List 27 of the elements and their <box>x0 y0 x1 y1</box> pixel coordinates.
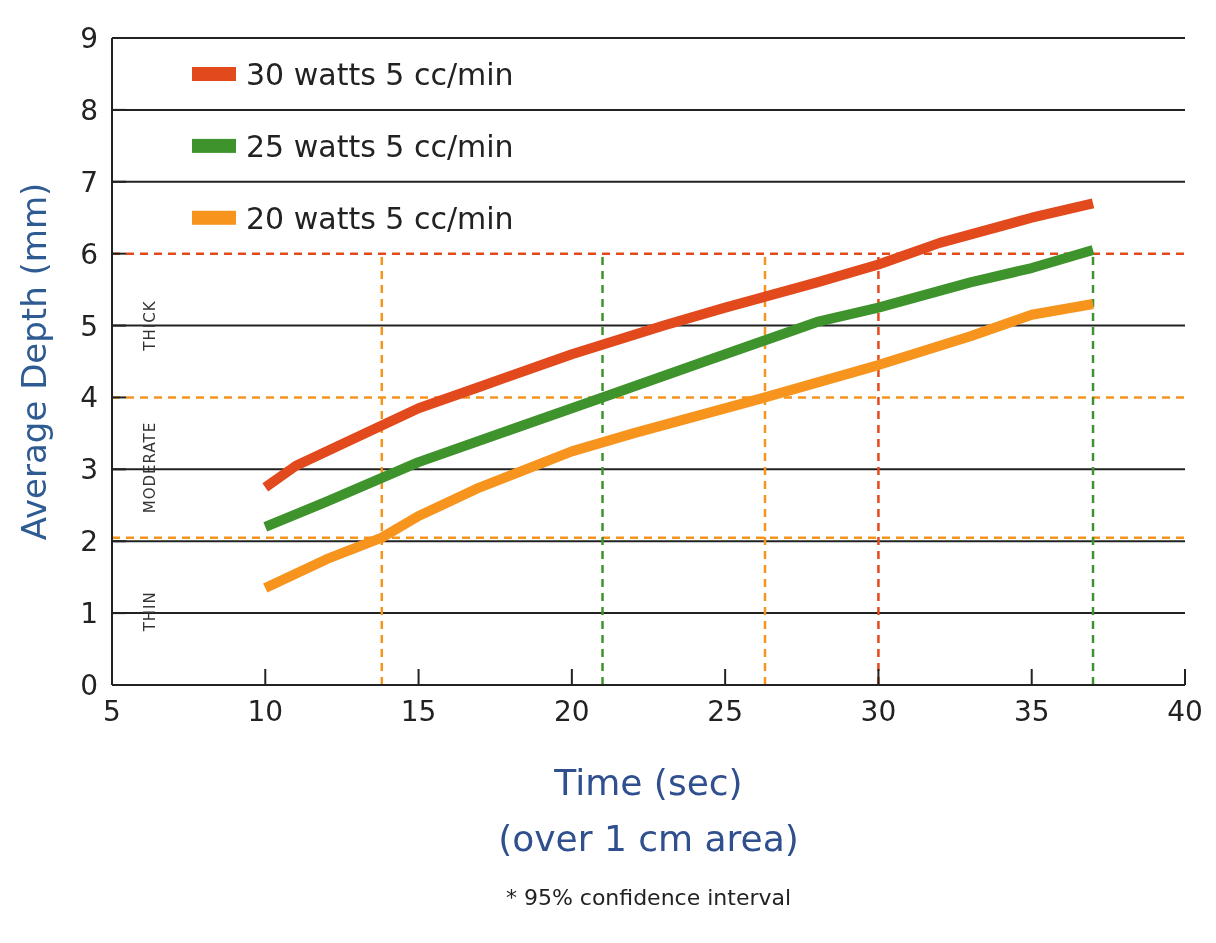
x-tick-label: 15 <box>400 695 437 728</box>
y-tick-label: 6 <box>80 237 98 271</box>
y-tick-label: 3 <box>80 453 98 487</box>
y-tick-label: 1 <box>80 597 98 631</box>
x-tick-label: 5 <box>103 695 121 728</box>
y-tick-label: 2 <box>80 525 98 559</box>
x-tick-label: 25 <box>707 695 743 728</box>
y-tick-label: 0 <box>80 669 98 702</box>
x-tick-label: 40 <box>1167 695 1203 728</box>
y-axis-title: Average Depth (mm) <box>14 182 54 541</box>
y-tick-label: 7 <box>80 165 98 199</box>
annotation: THICK <box>140 300 159 352</box>
x-tick-label: 30 <box>860 695 897 728</box>
x-tick-label: 20 <box>554 695 590 728</box>
annotation: THIN <box>140 591 159 633</box>
legend-label: 30 watts 5 cc/min <box>246 57 514 92</box>
legend-label: 20 watts 5 cc/min <box>246 200 514 236</box>
x-axis-title: Time (sec) (over 1 cm area) <box>498 762 799 859</box>
annotation: MODERATE <box>140 421 159 514</box>
text: * 95% confidence interval <box>505 885 792 910</box>
y-tick-label: 9 <box>80 22 98 55</box>
y-tick-label: 4 <box>80 381 98 415</box>
x-tick-label: 10 <box>247 695 284 728</box>
y-tick-label: 5 <box>80 309 98 343</box>
legend-label: 25 watts 5 cc/min <box>246 128 514 164</box>
y-tick-label: 8 <box>80 93 98 127</box>
x-tick-label: 35 <box>1013 695 1050 728</box>
